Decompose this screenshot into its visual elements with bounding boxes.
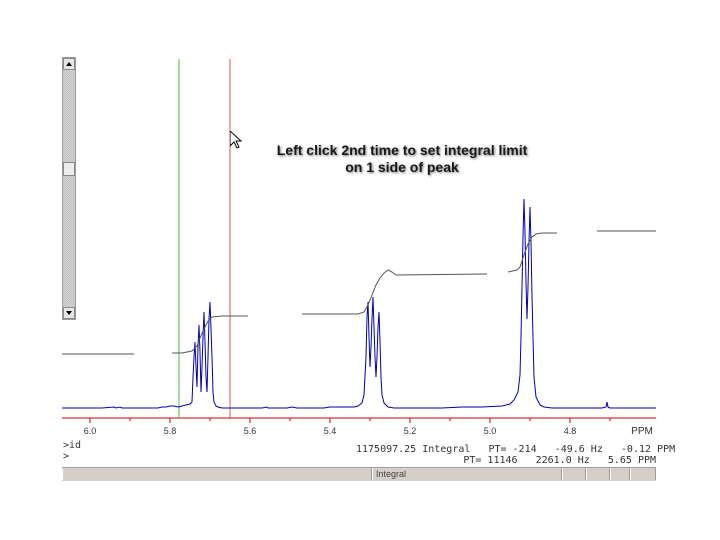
readout-line-1: 1175097.25 Integral PT= -214 -49.6 Hz -0… <box>356 444 676 455</box>
status-cell-3 <box>562 468 586 480</box>
axis-ticks <box>89 418 611 423</box>
instruction-tooltip: Left click 2nd time to set integral limi… <box>242 142 562 176</box>
tick-label-6.0: 6.0 <box>84 426 97 436</box>
status-cell-1 <box>62 468 372 480</box>
triangle-down-icon <box>66 311 72 315</box>
command-line-2[interactable]: > <box>63 451 70 462</box>
command-line-1: >id <box>63 440 82 451</box>
status-cell-mode: Integral <box>372 468 562 480</box>
triangle-up-icon <box>66 62 72 66</box>
spectrum-plot[interactable]: 6.0 5.8 5.6 5.4 5.2 5.0 4.8 PPM <box>62 57 656 437</box>
spectrum-trace <box>62 198 656 409</box>
tick-label-5.2: 5.2 <box>404 426 417 436</box>
scroll-up-button[interactable] <box>63 58 75 70</box>
command-line[interactable]: >id > <box>63 440 363 462</box>
tick-label-5.8: 5.8 <box>164 426 177 436</box>
scroll-down-button[interactable] <box>63 307 75 319</box>
arrow-cursor-icon <box>230 131 242 149</box>
readout-line-2: PT= 11146 2261.0 Hz 5.65 PPM <box>463 455 656 466</box>
instruction-line-2: on 1 side of peak <box>345 159 459 175</box>
axis-unit-label: PPM <box>631 426 653 437</box>
instruction-line-1: Left click 2nd time to set integral limi… <box>276 142 528 158</box>
scroll-thumb[interactable] <box>63 162 75 176</box>
tick-label-5.6: 5.6 <box>244 426 257 436</box>
status-cell-6 <box>630 468 656 480</box>
status-cell-4 <box>586 468 610 480</box>
cursor-readout: 1175097.25 Integral PT= -214 -49.6 Hz -0… <box>356 444 676 466</box>
nmr-spectrum-window: 6.0 5.8 5.6 5.4 5.2 5.0 4.8 PPM Left cli <box>62 57 676 481</box>
tick-label-4.8: 4.8 <box>564 426 577 436</box>
status-cell-5 <box>610 468 630 480</box>
vertical-scrollbar[interactable] <box>62 57 76 320</box>
integral-trace <box>62 230 656 355</box>
tick-label-5.0: 5.0 <box>484 426 497 436</box>
status-bar: Integral <box>62 467 656 481</box>
tick-label-5.4: 5.4 <box>324 426 337 436</box>
